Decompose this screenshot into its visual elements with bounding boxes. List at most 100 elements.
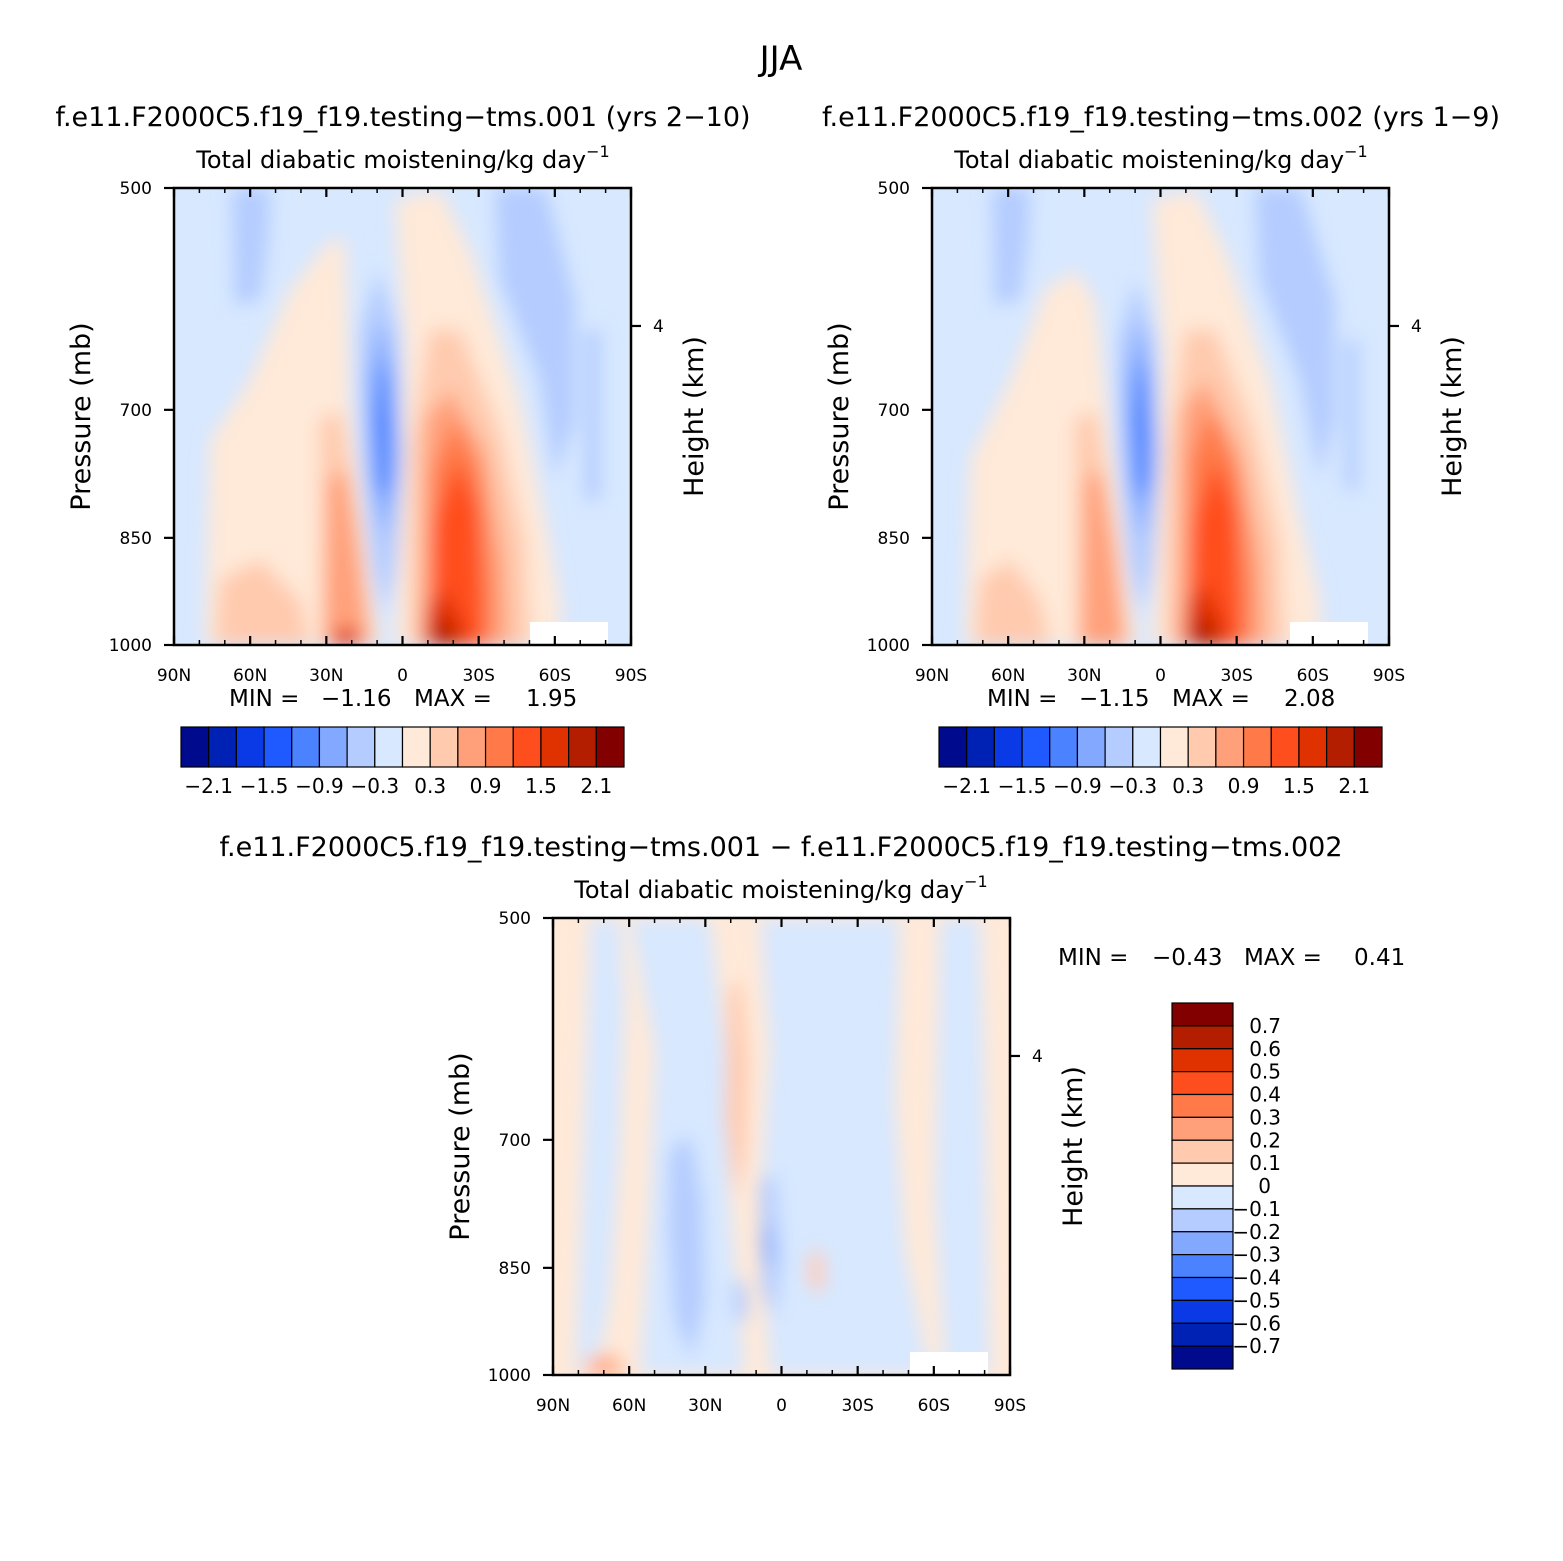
- panel-3-colorbar-box: [1171, 1299, 1234, 1324]
- panel-1-colorbar-box: [401, 726, 431, 768]
- panel-3-xtick-label: 90S: [994, 1396, 1026, 1416]
- panel-1-xtick-label: 60N: [233, 666, 267, 686]
- panel-3-colorbar: 0.70.60.50.40.30.20.10−0.1−0.2−0.3−0.4−0…: [1171, 1002, 1281, 1370]
- panel-2-min-value: −1.15: [1079, 686, 1149, 712]
- panel-2-colorbar-box: [1326, 726, 1355, 768]
- panel-3-colorbar-box: [1171, 1002, 1234, 1027]
- panel-3-colorbar-label: −0.7: [1232, 1334, 1281, 1358]
- panel-3-colorbar-label: 0.2: [1249, 1128, 1281, 1152]
- panel-1: f.e11.F2000C5.f19_f19.testing−tms.001 (y…: [55, 102, 750, 686]
- panel-3-xtick-label: 30S: [841, 1396, 873, 1416]
- panel-1-xtick-label: 30S: [462, 666, 494, 686]
- panel-1-minmax: MIN = −1.16 MAX = 1.95: [229, 686, 577, 712]
- panel-1-region-pos-11: [330, 628, 362, 645]
- panel-3-colorbar-label: 0.3: [1249, 1105, 1281, 1129]
- panel-1-region-pos-12: [430, 620, 458, 645]
- panel-2-colorbar-label: 0.3: [1172, 774, 1204, 798]
- panel-2-title: f.e11.F2000C5.f19_f19.testing−tms.002 (y…: [822, 102, 1500, 133]
- panel-2-region-neg-3: [1132, 360, 1150, 500]
- panel-1-colorbar-box: [374, 726, 404, 768]
- panel-3-subtitle: Total diabatic moistening/kg day−1: [573, 872, 987, 904]
- figure-title: JJA: [758, 39, 803, 79]
- panel-1-ylabel-right: Height (km): [679, 336, 710, 497]
- panel-3-min-value: −0.43: [1152, 945, 1222, 971]
- panel-1-colorbar-box: [484, 726, 514, 768]
- panel-1-colorbar-label: 0.9: [470, 774, 502, 798]
- panel-2-missing-region: [1290, 622, 1368, 645]
- panel-1-xtick-label: 0: [397, 666, 408, 686]
- panel-3-max-value: 0.41: [1354, 945, 1405, 971]
- panel-1-region-pos-3: [215, 560, 310, 645]
- panel-1-colorbar-label: 1.5: [525, 774, 557, 798]
- panel-2-xtick-label: 30S: [1220, 666, 1252, 686]
- panel-3-ytick-label: 1000: [488, 1366, 531, 1386]
- panel-1-max-value: 1.95: [526, 686, 577, 712]
- panel-2-colorbar-box: [1215, 726, 1245, 768]
- panel-2-colorbar-box: [1187, 726, 1217, 768]
- panel-3-region-pos-1: [725, 980, 748, 1200]
- panel-1-xtick-label: 90S: [615, 666, 647, 686]
- panel-3-colorbar-box: [1171, 1254, 1234, 1279]
- panel-3-region-neg-band-4: [935, 918, 990, 1375]
- panel-3-colorbar-box: [1171, 1093, 1234, 1118]
- panel-2-region-neg-band-60n: [992, 188, 1030, 305]
- panel-2-colorbar-box: [1270, 726, 1300, 768]
- panel-2-colorbar-box: [1076, 726, 1106, 768]
- panel-3-axes: 90N 60N 30N 0 30S 60S 90S 500 700 850 1000 4 Pressur…: [445, 909, 1089, 1416]
- panel-3-region-neg-band-1: [575, 918, 625, 1375]
- panel-1-region-neg-3: [374, 360, 392, 500]
- panel-2-colorbar-box: [993, 726, 1023, 768]
- panel-2-max-value: 2.08: [1284, 686, 1335, 712]
- panel-1-axes: 90N 60N 30N 0 30S 60S 90S 500 700 850 1000 4 Pressur…: [66, 179, 710, 686]
- panel-1-min-label: MIN =: [229, 686, 299, 712]
- panel-2-colorbar-label: −0.9: [1053, 774, 1102, 798]
- panel-1-min-value: −1.16: [321, 686, 391, 712]
- panel-1-region-pos-6: [325, 470, 368, 645]
- panel-3-ytick-label: 500: [499, 909, 531, 929]
- panel-1-region-neg-band-75s: [585, 330, 600, 500]
- panel-2-colorbar-label: 1.5: [1283, 774, 1315, 798]
- panel-3-colorbar-box: [1171, 1185, 1234, 1210]
- panel-2-subtitle: Total diabatic moistening/kg day−1: [953, 142, 1367, 174]
- panel-3-region-neg-3: [732, 1280, 748, 1320]
- panel-2-colorbar-box: [1353, 726, 1383, 768]
- panel-2-ytick-label: 500: [878, 179, 910, 199]
- panel-3-field: [553, 918, 1010, 1375]
- panel-1-xtick-label: 30N: [309, 666, 343, 686]
- panel-1-colorbar-label: −2.1: [184, 774, 233, 798]
- panel-2-colorbar-label: 0.9: [1228, 774, 1260, 798]
- panel-1-region-neg-band-60n: [232, 188, 270, 305]
- panel-1-colorbar-box: [568, 726, 597, 768]
- panel-3-xtick-label: 30N: [688, 1396, 722, 1416]
- panel-3-max-label: MAX =: [1244, 945, 1322, 971]
- panel-2-xtick-label: 90S: [1373, 666, 1405, 686]
- panel-3-colorbar-box: [1171, 1231, 1234, 1256]
- panel-2-colorbar-box: [1049, 726, 1079, 768]
- panel-1-ylabel: Pressure (mb): [66, 322, 97, 510]
- panel-2-region-neg-band-75s: [1345, 340, 1358, 490]
- panel-1-colorbar-box: [318, 726, 348, 768]
- panel-2-colorbar-box: [938, 726, 968, 768]
- panel-1-ytick-label: 850: [120, 529, 152, 549]
- panel-2-ytick-label: 1000: [867, 636, 910, 656]
- panel-3-region-neg-4: [763, 1225, 772, 1262]
- panel-2-field: [932, 188, 1389, 645]
- panel-3-colorbar-box: [1171, 1345, 1234, 1370]
- panel-3-region-pos-2: [808, 1250, 825, 1290]
- panel-3-colorbar-label: −0.2: [1232, 1220, 1281, 1244]
- panel-1-subtitle: Total diabatic moistening/kg day−1: [195, 142, 609, 174]
- panel-3-colorbar-label: −0.1: [1232, 1197, 1281, 1221]
- panel-2-ylabel: Pressure (mb): [824, 322, 855, 510]
- panel-2-xtick-label: 90N: [915, 666, 949, 686]
- panel-1-colorbar-box: [263, 726, 293, 768]
- panel-3-colorbar-label: 0.5: [1249, 1060, 1281, 1084]
- panel-2-max-label: MAX =: [1172, 686, 1250, 712]
- panel-2-colorbar-box: [1104, 726, 1134, 768]
- panel-3-min-label: MIN =: [1058, 945, 1128, 971]
- panel-3-xtick-label: 90N: [536, 1396, 570, 1416]
- panel-3-colorbar-box: [1171, 1322, 1234, 1347]
- panel-3-ytick-label: 700: [499, 1131, 531, 1151]
- panel-1-max-label: MAX =: [414, 686, 492, 712]
- panel-1-colorbar-box: [512, 726, 542, 768]
- panel-2-axes: 90N 60N 30N 0 30S 60S 90S 500 700 850 1000 4 Pressur…: [824, 179, 1468, 686]
